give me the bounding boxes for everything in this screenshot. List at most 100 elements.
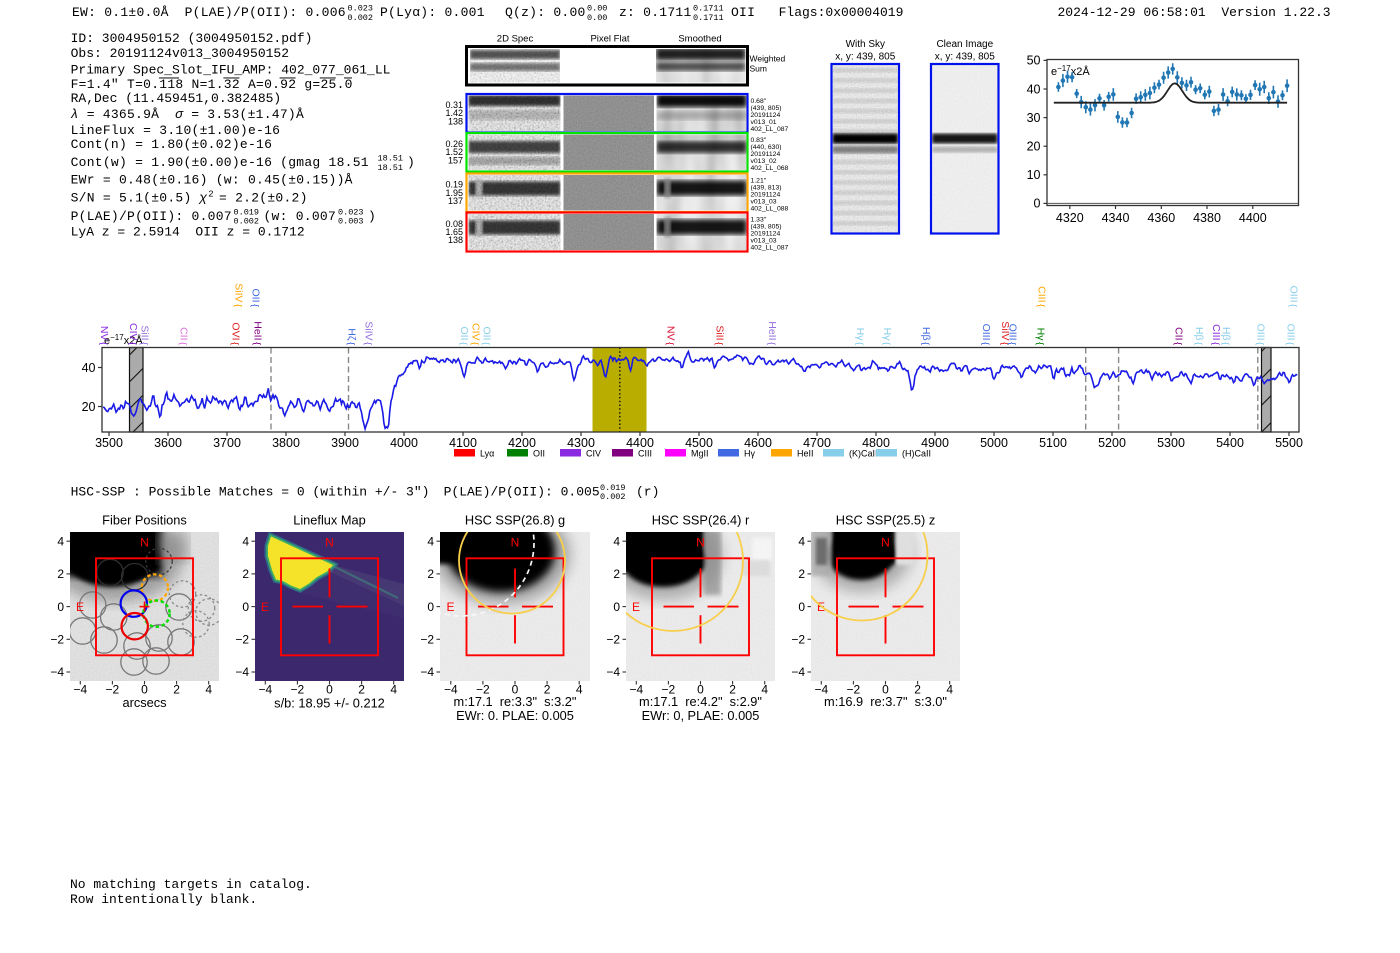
svg-text:0.002: 0.002 <box>600 492 626 502</box>
svg-text:Clean Image: Clean Image <box>936 39 993 50</box>
svg-text:λ: λ <box>71 107 79 122</box>
svg-text:0.002: 0.002 <box>348 13 374 23</box>
svg-text:P(LAE)/P(OII): 0.007: P(LAE)/P(OII): 0.007 <box>71 209 232 224</box>
svg-text:5100: 5100 <box>1039 436 1067 450</box>
svg-text:1.33": 1.33" <box>751 217 767 224</box>
svg-text:2: 2 <box>544 683 551 697</box>
svg-text:4: 4 <box>205 683 212 697</box>
svg-text:Flags:0x00004019: Flags:0x00004019 <box>779 5 904 20</box>
svg-text:= 4365.9Å: = 4365.9Å <box>87 107 160 122</box>
svg-text:20191124: 20191124 <box>751 192 781 199</box>
svg-text:Primary Spec_Slot_IFU_AMP: 402: Primary Spec_Slot_IFU_AMP: 402_077_061_L… <box>71 62 391 77</box>
svg-text:Hγ: Hγ <box>881 328 893 342</box>
svg-text:P(LAE)/P(OII): 0.005: P(LAE)/P(OII): 0.005 <box>444 485 600 500</box>
svg-text:Hγ: Hγ <box>854 328 866 342</box>
svg-text:5400: 5400 <box>1216 436 1244 450</box>
svg-text:HeII: HeII <box>797 448 814 458</box>
svg-text:OII: OII <box>533 448 545 458</box>
svg-text:CIII: CIII <box>638 448 652 458</box>
svg-text:v013_03: v013_03 <box>751 198 777 205</box>
svg-text:3900: 3900 <box>331 436 359 450</box>
svg-text:Cont(n) = 1.80(±0.02)e-16: Cont(n) = 1.80(±0.02)e-16 <box>71 137 273 152</box>
svg-text:2: 2 <box>242 567 249 581</box>
svg-text:−2: −2 <box>235 633 249 647</box>
svg-text:1.42: 1.42 <box>445 108 463 118</box>
svg-text:0.00: 0.00 <box>587 4 607 14</box>
svg-text:m:17.1 re:3.3" s:3.2": m:17.1 re:3.3" s:3.2" <box>454 694 577 709</box>
svg-text:2: 2 <box>208 190 213 200</box>
svg-text:OII: OII <box>481 326 493 340</box>
svg-text:{: { <box>1173 342 1184 345</box>
svg-text:4: 4 <box>946 683 953 697</box>
svg-text:138: 138 <box>448 235 463 245</box>
svg-text:0: 0 <box>613 600 620 614</box>
svg-text:4: 4 <box>242 534 249 548</box>
svg-text:4800: 4800 <box>862 436 890 450</box>
svg-text:0: 0 <box>697 683 704 697</box>
svg-text:0: 0 <box>1034 197 1041 211</box>
svg-text:(r): (r) <box>636 485 659 500</box>
svg-text:OII: OII <box>458 326 470 340</box>
svg-text:0.1711: 0.1711 <box>693 4 724 14</box>
svg-text:{: { <box>714 342 725 345</box>
svg-text:SiII: SiII <box>139 325 151 340</box>
svg-text:(439, 813): (439, 813) <box>751 185 782 192</box>
svg-text:x, y: 439, 805: x, y: 439, 805 <box>835 52 895 63</box>
svg-text:137: 137 <box>448 196 463 206</box>
svg-text:{: { <box>250 304 261 307</box>
svg-text:σ: σ <box>175 107 184 122</box>
svg-text:4500: 4500 <box>685 436 713 450</box>
svg-text:−4: −4 <box>606 665 620 679</box>
svg-text:4600: 4600 <box>744 436 772 450</box>
svg-text:(440, 630): (440, 630) <box>751 144 782 151</box>
svg-text:3500: 3500 <box>95 436 123 450</box>
svg-text:CII: CII <box>1173 327 1185 340</box>
svg-text:40: 40 <box>1027 82 1041 96</box>
svg-text:3800: 3800 <box>272 436 300 450</box>
svg-text:χ: χ <box>198 191 207 206</box>
svg-text:−4: −4 <box>420 665 434 679</box>
svg-text:(K)CaII: (K)CaII <box>849 448 878 458</box>
svg-text:402_LL_068: 402_LL_068 <box>751 165 789 172</box>
svg-text:{: { <box>127 342 138 345</box>
svg-text:0.019: 0.019 <box>234 207 260 217</box>
svg-text:20191124: 20191124 <box>751 151 781 158</box>
svg-text:RA,Dec (11.459451,0.382485): RA,Dec (11.459451,0.382485) <box>71 91 282 106</box>
svg-text:4700: 4700 <box>803 436 831 450</box>
svg-text:(H)CaII: (H)CaII <box>902 448 931 458</box>
svg-text:0: 0 <box>427 600 434 614</box>
svg-text:20191124: 20191124 <box>751 231 781 238</box>
svg-text:OIII: OIII <box>1255 324 1267 341</box>
svg-text:402_LL_087: 402_LL_087 <box>751 126 789 133</box>
svg-text:0: 0 <box>57 600 64 614</box>
svg-text:CII: CII <box>178 327 190 340</box>
svg-text:0.31: 0.31 <box>445 100 463 110</box>
svg-text:{: { <box>1036 304 1047 307</box>
svg-text:0.002: 0.002 <box>234 217 260 227</box>
svg-text:30: 30 <box>1027 111 1041 125</box>
svg-text:50: 50 <box>1027 54 1041 68</box>
svg-text:−4: −4 <box>73 683 87 697</box>
svg-text:ID: 3004950152 (3004950152.pdf: ID: 3004950152 (3004950152.pdf) <box>71 31 313 46</box>
svg-text:−4: −4 <box>791 665 805 679</box>
svg-text:{: { <box>1288 304 1299 307</box>
svg-text:= 3.53(±1.47)Å: = 3.53(±1.47)Å <box>191 107 304 122</box>
svg-text:m:16.9 re:3.7" s:3.0": m:16.9 re:3.7" s:3.0" <box>824 694 947 709</box>
svg-text:EWr = 0.48(±0.16) (w: 0.45(±0.: EWr = 0.48(±0.16) (w: 0.45(±0.15))Å <box>71 173 353 188</box>
svg-text:0: 0 <box>882 683 889 697</box>
svg-text:−2: −2 <box>791 633 805 647</box>
svg-text:): ) <box>368 209 376 224</box>
svg-text:{: { <box>139 342 150 345</box>
svg-text:Hβ: Hβ <box>1193 327 1205 341</box>
svg-text:SiIV: SiIV <box>363 321 375 340</box>
svg-text:OIII: OIII <box>1288 286 1300 303</box>
svg-text:N: N <box>140 536 149 550</box>
svg-text:0.1711: 0.1711 <box>693 13 724 23</box>
svg-text:4: 4 <box>761 683 768 697</box>
svg-text:Obs: 20191124v013_3004950152: Obs: 20191124v013_3004950152 <box>71 46 289 61</box>
svg-text:{: { <box>230 342 241 345</box>
svg-text:m:17.1 re:4.2" s:2.9": m:17.1 re:4.2" s:2.9" <box>639 694 762 709</box>
svg-text:−2: −2 <box>420 633 434 647</box>
svg-text:{: { <box>481 342 492 345</box>
svg-text:3700: 3700 <box>213 436 241 450</box>
